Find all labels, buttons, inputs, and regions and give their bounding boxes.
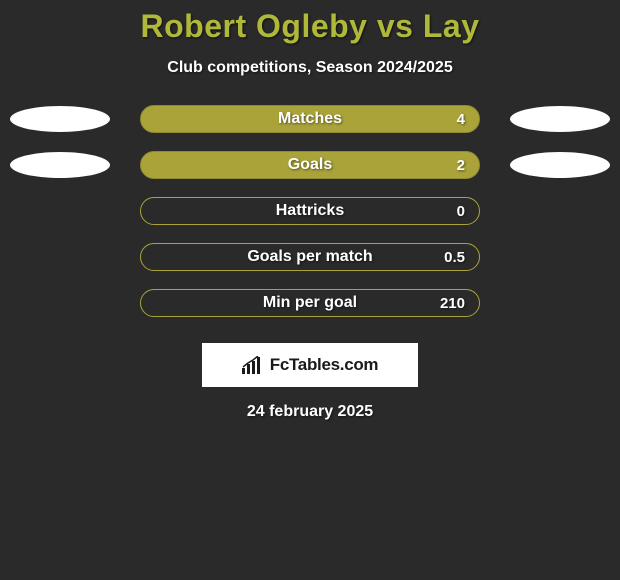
stat-bar-goals-per-match: Goals per match 0.5 (140, 243, 480, 271)
stat-row: Min per goal 210 (0, 289, 620, 317)
stat-row: Matches 4 (0, 105, 620, 133)
stat-label: Min per goal (263, 294, 357, 312)
stat-value: 0.5 (444, 249, 465, 266)
stat-row: Goals 2 (0, 151, 620, 179)
stat-bar-min-per-goal: Min per goal 210 (140, 289, 480, 317)
stat-value: 2 (457, 157, 465, 174)
barchart-icon (242, 356, 264, 374)
stat-value: 210 (440, 295, 465, 312)
stats-rows: Matches 4 Goals 2 Hattricks 0 Goals (0, 105, 620, 317)
stat-value: 0 (457, 203, 465, 220)
stat-label: Hattricks (276, 202, 344, 220)
date-text: 24 february 2025 (0, 403, 620, 421)
stat-bar-goals: Goals 2 (140, 151, 480, 179)
stat-row: Goals per match 0.5 (0, 243, 620, 271)
page-title: Robert Ogleby vs Lay (0, 8, 620, 45)
stat-value: 4 (457, 111, 465, 128)
stat-label: Matches (278, 110, 342, 128)
right-ellipse (510, 106, 610, 132)
stat-bar-matches: Matches 4 (140, 105, 480, 133)
ellipse-spacer (510, 290, 610, 316)
stat-label: Goals (288, 156, 332, 174)
logo-box[interactable]: FcTables.com (202, 343, 418, 387)
ellipse-spacer (510, 198, 610, 224)
left-ellipse (10, 106, 110, 132)
ellipse-spacer (10, 290, 110, 316)
left-ellipse (10, 152, 110, 178)
subtitle: Club competitions, Season 2024/2025 (0, 59, 620, 77)
stat-row: Hattricks 0 (0, 197, 620, 225)
stat-label: Goals per match (247, 248, 372, 266)
comparison-widget: Robert Ogleby vs Lay Club competitions, … (0, 0, 620, 421)
stat-bar-hattricks: Hattricks 0 (140, 197, 480, 225)
ellipse-spacer (10, 244, 110, 270)
ellipse-spacer (510, 244, 610, 270)
ellipse-spacer (10, 198, 110, 224)
logo-text: FcTables.com (270, 355, 379, 375)
right-ellipse (510, 152, 610, 178)
